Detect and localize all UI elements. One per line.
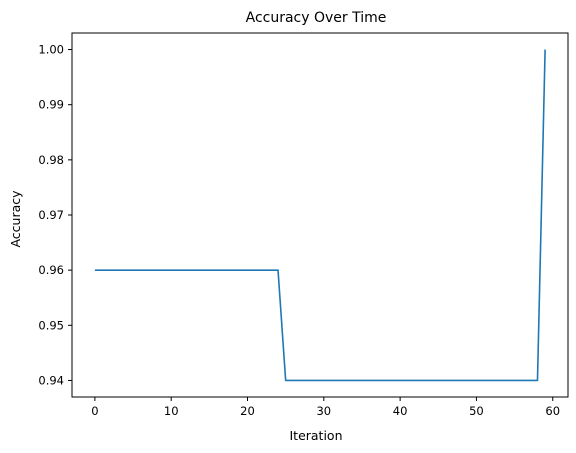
- y-axis-ticks: 0.94 0.95 0.96 0.97 0.98 0.99 1.00: [38, 43, 72, 387]
- y-tick-label: 0.95: [38, 318, 64, 332]
- y-tick-label: 0.96: [38, 263, 64, 277]
- y-tick-label: 0.97: [38, 208, 64, 222]
- y-axis-label: Accuracy: [8, 190, 23, 248]
- x-tick-label: 10: [164, 404, 179, 418]
- series-line: [94, 49, 546, 382]
- x-tick-label: 40: [393, 404, 408, 418]
- x-tick-label: 20: [240, 404, 255, 418]
- y-tick-label: 0.98: [38, 153, 64, 167]
- y-tick-label: 0.99: [38, 98, 64, 112]
- plot-area: [94, 49, 546, 382]
- x-axis-ticks: 0 10 20 30 40 50 60: [91, 397, 560, 418]
- y-tick-label: 0.94: [38, 373, 64, 387]
- chart-title: Accuracy Over Time: [246, 10, 387, 26]
- x-tick-label: 60: [545, 404, 560, 418]
- x-axis-label: Iteration: [289, 428, 342, 443]
- x-tick-label: 0: [91, 404, 98, 418]
- y-tick-label: 1.00: [38, 43, 64, 57]
- x-tick-label: 50: [469, 404, 484, 418]
- x-tick-label: 30: [316, 404, 331, 418]
